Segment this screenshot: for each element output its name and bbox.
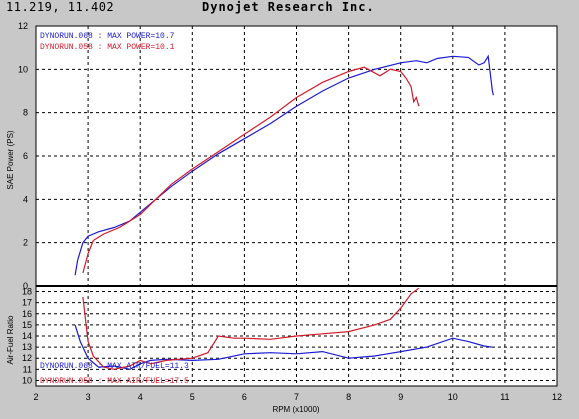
afr-series-dynorun-068 <box>74 324 492 370</box>
window-title: Dynojet Research Inc. <box>202 0 375 14</box>
cursor-readout: 11.219, 11.402 <box>6 0 115 14</box>
x-tick-label: 11 <box>500 392 509 402</box>
y-tick-label-power: 8 <box>23 108 28 118</box>
x-tick-label: 10 <box>448 392 458 402</box>
tick-labels: 2 3 4 5 6 7 8 9 10 11 1202468101210111213141516171… <box>18 21 562 402</box>
y-tick-label-power: 12 <box>18 21 28 31</box>
y-tick-label-power: 6 <box>23 151 28 161</box>
series-lines <box>74 54 494 370</box>
y-tick-label-afr: 11 <box>23 364 32 374</box>
y-tick-label-power: 10 <box>18 64 28 74</box>
y-tick-label-power: 0 <box>23 281 28 291</box>
x-axis-label: RPM (x1000) <box>272 405 319 414</box>
power-series-dynorun-068 <box>74 54 494 276</box>
y-tick-label-afr: 15 <box>22 320 32 330</box>
legend-afr-run-b: DYNORUN.058 : MAX AIR/FUEL=17.5 <box>40 377 189 386</box>
y-tick-label-afr: 16 <box>22 309 32 319</box>
x-tick-label: 2 <box>33 392 38 402</box>
x-tick-label: 4 <box>138 392 143 402</box>
power-series-dynorun-058 <box>82 66 420 274</box>
afr-series-dynorun-058 <box>82 287 420 370</box>
grid <box>36 26 557 386</box>
y-tick-label-afr: 14 <box>22 331 32 341</box>
x-tick-label: 7 <box>294 392 299 402</box>
legend-afr-run-a: DYNORUN.068 : MAX AIR/FUEL=11.3 <box>40 362 189 371</box>
x-tick-label: 12 <box>552 392 562 402</box>
x-tick-label: 5 <box>190 392 195 402</box>
y-axis-label-power: SAE Power (PS) <box>6 130 15 189</box>
legend-power-run-a: DYNORUN.068 : MAX POWER=10.7 <box>40 32 175 41</box>
y-tick-label-power: 4 <box>23 194 28 204</box>
y-tick-label-afr: 13 <box>22 342 32 352</box>
y-tick-label-power: 2 <box>23 238 28 248</box>
y-tick-label-afr: 10 <box>22 375 32 385</box>
y-axis-label-afr: Air-Fuel Ratio <box>6 315 15 364</box>
x-tick-label: 3 <box>86 392 91 402</box>
x-tick-label: 6 <box>242 392 247 402</box>
y-tick-label-afr: 18 <box>22 287 32 297</box>
legend-power-run-b: DYNORUN.058 : MAX POWER=10.1 <box>40 43 175 52</box>
x-tick-label: 9 <box>398 392 403 402</box>
x-tick-label: 8 <box>346 392 351 402</box>
y-tick-label-afr: 12 <box>22 353 32 363</box>
y-tick-label-afr: 17 <box>22 298 32 308</box>
